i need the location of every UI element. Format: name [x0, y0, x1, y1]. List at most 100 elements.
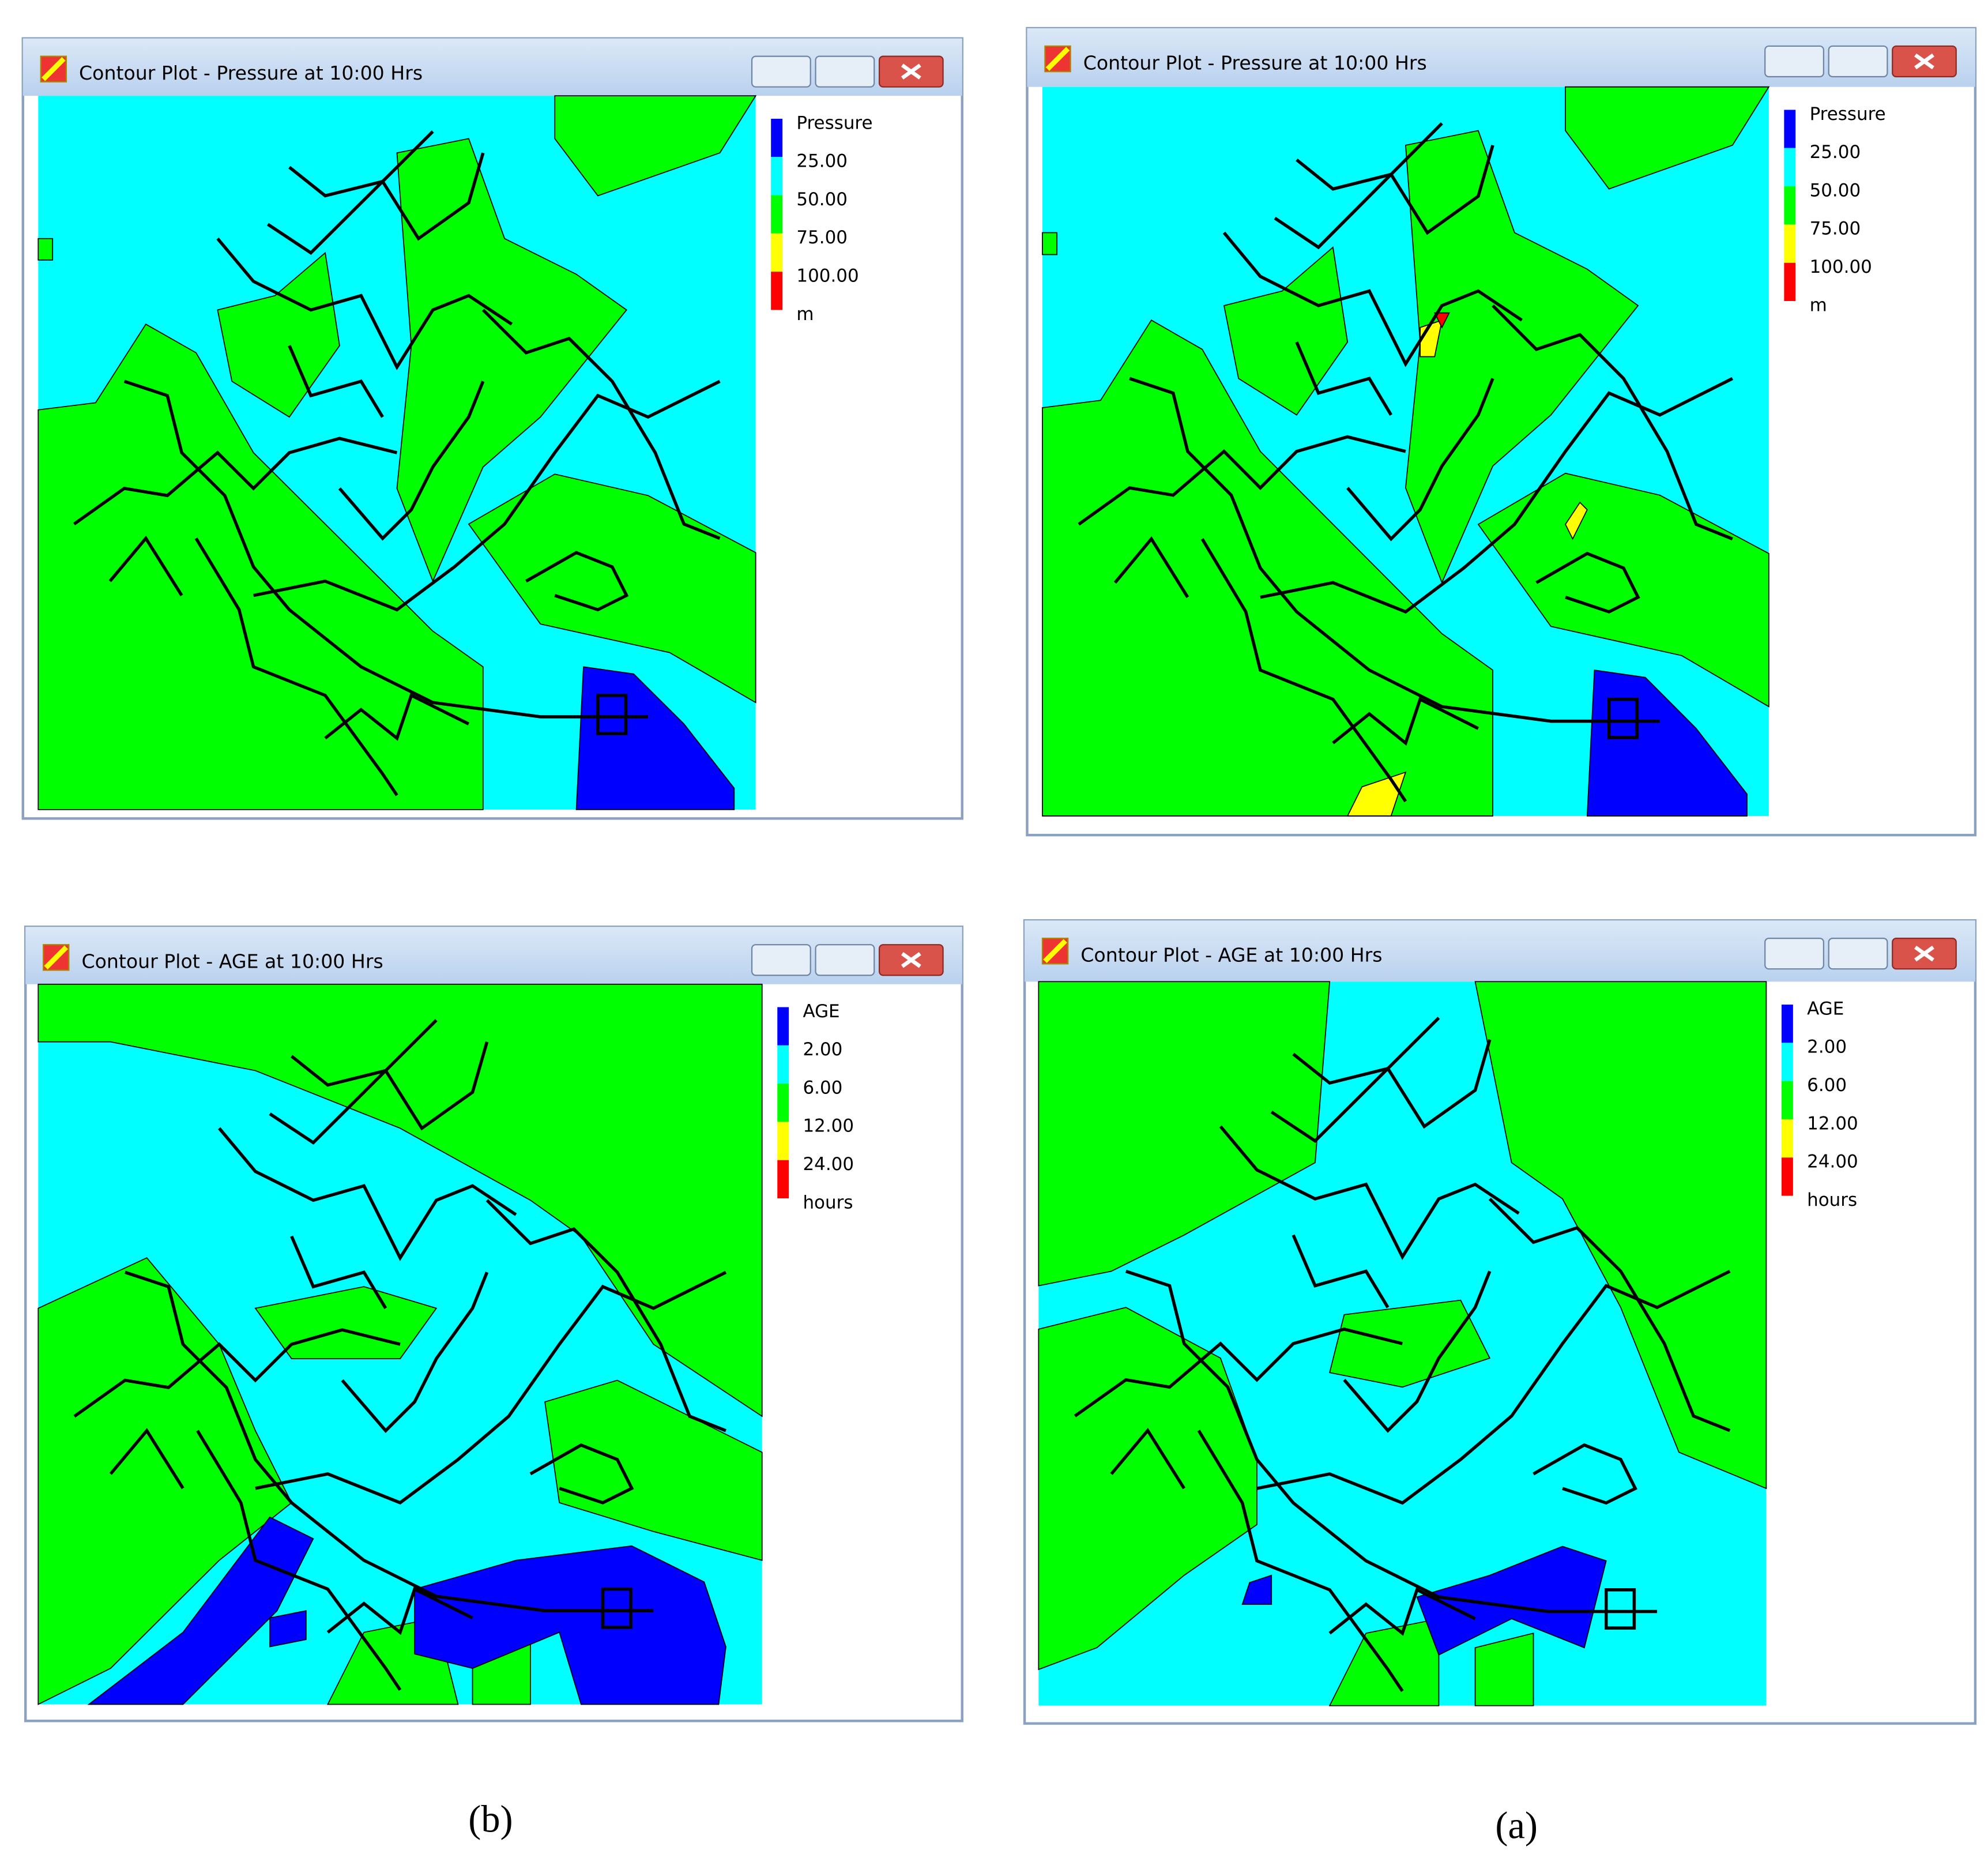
pipe	[1074, 1328, 1403, 1417]
pipe	[326, 1586, 473, 1635]
pipe	[1113, 536, 1189, 599]
pipe	[1270, 1017, 1440, 1144]
pipe	[290, 1041, 489, 1131]
legend-swatch	[777, 1084, 789, 1122]
maximize-button[interactable]	[1828, 45, 1888, 78]
maximize-button[interactable]	[815, 55, 875, 88]
app-icon-mark	[44, 945, 69, 970]
window: Contour Plot - AGE at 10:00 Hrs AGE 2.00 6.…	[1023, 919, 1977, 1725]
legend-swatch	[1781, 1005, 1793, 1043]
caption: (b)	[468, 1798, 513, 1840]
minimize-button[interactable]	[751, 944, 811, 976]
pipe	[196, 1430, 402, 1691]
window-title: Contour Plot - AGE at 10:00 Hrs	[1080, 944, 1382, 967]
pipe	[341, 1272, 489, 1434]
close-glyph	[901, 952, 921, 968]
pipe	[1256, 1269, 1731, 1505]
minimize-button[interactable]	[1764, 938, 1824, 970]
pipe	[1222, 231, 1523, 367]
pipe	[218, 1127, 517, 1261]
legend-label: 50.00	[796, 189, 848, 210]
pipe	[288, 152, 485, 241]
contour-region	[1329, 1299, 1491, 1388]
contour-region	[575, 666, 735, 810]
contour-region	[554, 95, 757, 197]
window-title: Contour Plot - AGE at 10:00 Hrs	[81, 950, 383, 973]
legend-swatch	[1781, 1081, 1793, 1119]
legend-swatch	[771, 195, 783, 234]
pipe	[1200, 538, 1407, 803]
pipe	[253, 379, 721, 612]
pipe	[1197, 1430, 1404, 1693]
legend-swatch	[1784, 110, 1796, 148]
legend-unit: m	[1810, 295, 1827, 315]
legend-label: 12.00	[803, 1116, 854, 1137]
pipe	[73, 1328, 401, 1418]
legend-swatch	[1784, 186, 1796, 225]
maximize-button[interactable]	[1828, 938, 1888, 970]
legend-title: Pressure	[796, 112, 872, 133]
pipe	[481, 309, 721, 540]
contour-region	[37, 983, 763, 1417]
legend-label: 6.00	[803, 1077, 842, 1098]
pipe	[1219, 1125, 1520, 1260]
pipe	[1492, 304, 1733, 541]
legend-swatch	[777, 1160, 789, 1199]
legend-swatch	[1781, 1157, 1793, 1196]
minimize-button[interactable]	[1764, 45, 1824, 78]
legend-label: 100.00	[796, 266, 859, 287]
pipe	[1488, 1197, 1731, 1432]
contour-region	[1405, 130, 1639, 584]
pipe	[1260, 377, 1734, 614]
pipe	[1296, 145, 1494, 235]
reservoir	[601, 1587, 632, 1629]
pipe	[1328, 1587, 1476, 1636]
contour-region	[1565, 501, 1588, 540]
legend-label: 100.00	[1810, 257, 1872, 277]
legend-label: 6.00	[1807, 1075, 1847, 1096]
pipe	[288, 345, 384, 418]
pipe	[1346, 378, 1494, 541]
legend-label: 25.00	[796, 151, 848, 172]
contour-region	[269, 1610, 307, 1648]
pipe	[123, 379, 649, 719]
contour-region	[1474, 981, 1767, 1490]
pipe	[194, 537, 398, 796]
pipe	[324, 693, 470, 741]
pipe	[1292, 1039, 1492, 1129]
pipe	[1295, 341, 1393, 416]
contour-region	[1474, 1633, 1534, 1706]
legend-swatch	[1781, 1043, 1793, 1081]
window: Contour Plot - Pressure at 10:00 Hrs Pres…	[1026, 27, 1977, 837]
legend-label: 25.00	[1810, 142, 1861, 163]
app-icon-mark	[1043, 939, 1067, 964]
pipe	[1533, 1443, 1637, 1505]
pipe	[1332, 697, 1479, 746]
legend-label: 50.00	[1810, 180, 1861, 201]
legend-label: 24.00	[803, 1154, 854, 1175]
close-glyph	[1914, 945, 1934, 962]
legend-title: AGE	[1807, 998, 1844, 1019]
pipe	[255, 1270, 727, 1505]
pipe	[1125, 1269, 1658, 1614]
contour-region	[1565, 86, 1770, 190]
pipe	[216, 237, 513, 371]
legend-unit: hours	[1807, 1190, 1857, 1210]
minimize-button[interactable]	[751, 55, 811, 88]
window-title: Contour Plot - Pressure at 10:00 Hrs	[79, 62, 423, 84]
maximize-button[interactable]	[815, 944, 875, 976]
pipe	[1343, 1270, 1492, 1433]
reservoir	[1607, 697, 1639, 739]
contour-region	[217, 251, 340, 418]
close-glyph	[1914, 53, 1934, 70]
pipe	[73, 437, 398, 526]
contour-region	[396, 138, 627, 583]
contour-region	[544, 1379, 763, 1561]
legend-swatch	[771, 272, 783, 310]
legend-label: 12.00	[1807, 1113, 1858, 1134]
contour-region	[1223, 246, 1349, 416]
pipe	[109, 1428, 185, 1490]
contour-region	[1433, 312, 1450, 329]
legend-swatch	[771, 157, 783, 195]
